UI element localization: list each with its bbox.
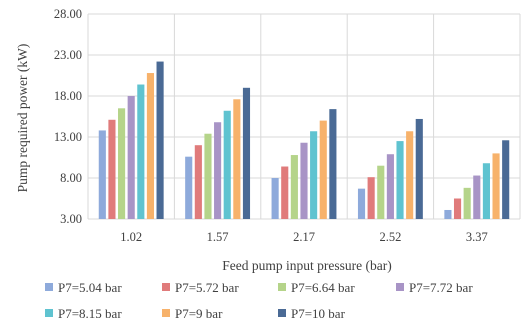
bar xyxy=(319,120,327,219)
bar xyxy=(396,141,404,219)
bar xyxy=(137,84,145,220)
y-tick-label: 13.00 xyxy=(54,130,82,144)
bar xyxy=(444,209,452,219)
bar xyxy=(367,177,375,219)
x-tick-label: 3.37 xyxy=(466,230,488,244)
legend-label: P7=7.72 bar xyxy=(409,280,473,295)
bar xyxy=(185,156,193,219)
legend-label: P7=9 bar xyxy=(175,306,223,321)
y-tick-label: 18.00 xyxy=(54,89,82,103)
bars xyxy=(98,61,510,220)
bar xyxy=(127,96,135,219)
y-tick-label: 28.00 xyxy=(54,7,82,21)
bar xyxy=(214,122,222,219)
legend: P7=5.04 bar P7=5.72 bar P7=6.64 bar P7=7.72… xyxy=(45,280,473,321)
legend-label: P7=6.64 bar xyxy=(291,280,355,295)
bar xyxy=(204,133,212,219)
y-axis-label: Pump required power (kW) xyxy=(15,44,30,193)
x-axis-label: Feed pump input pressure (bar) xyxy=(222,258,391,273)
bar xyxy=(482,163,490,219)
legend-label: P7=8.15 bar xyxy=(58,306,122,321)
legend-label: P7=5.72 bar xyxy=(175,280,239,295)
legend-label: P7=5.04 bar xyxy=(58,280,122,295)
legend-label: P7=10 bar xyxy=(291,306,346,321)
bar xyxy=(281,166,289,219)
legend-swatch xyxy=(278,283,286,291)
x-tick-label: 1.57 xyxy=(207,230,229,244)
bar xyxy=(463,187,471,219)
legend-swatch xyxy=(162,283,170,291)
bar xyxy=(415,118,423,219)
x-tick-labels: 1.02 1.57 2.17 2.52 3.37 xyxy=(120,230,487,244)
bar xyxy=(290,155,298,219)
bar xyxy=(473,175,481,219)
bar xyxy=(406,131,414,219)
x-tick-label: 2.17 xyxy=(293,230,315,244)
legend-swatch xyxy=(396,283,404,291)
bar xyxy=(146,73,155,219)
bar xyxy=(357,188,366,219)
bar xyxy=(194,145,202,219)
legend-swatch xyxy=(45,283,53,291)
bar xyxy=(310,131,318,219)
x-tick-label: 1.02 xyxy=(120,230,142,244)
legend-swatch xyxy=(162,309,170,317)
bar xyxy=(329,109,337,219)
bar xyxy=(98,130,106,219)
bar xyxy=(271,178,279,219)
bar xyxy=(223,110,231,219)
bar xyxy=(377,165,385,219)
x-tick-label: 2.52 xyxy=(379,230,401,244)
y-tick-label: 23.00 xyxy=(54,48,82,62)
bar xyxy=(300,142,308,219)
bar xyxy=(108,119,116,219)
bar xyxy=(502,140,510,219)
bar xyxy=(156,61,164,220)
bar xyxy=(118,108,126,219)
bar xyxy=(492,153,500,219)
bar xyxy=(453,198,462,219)
bar xyxy=(386,154,394,219)
bar xyxy=(233,99,241,219)
y-tick-label: 8.00 xyxy=(60,171,82,185)
bar xyxy=(242,87,251,219)
y-tick-labels: 3.00 8.00 13.00 18.00 23.00 28.00 xyxy=(54,7,82,226)
y-tick-label: 3.00 xyxy=(60,212,82,226)
legend-swatch xyxy=(45,309,53,317)
legend-swatch xyxy=(278,309,286,317)
